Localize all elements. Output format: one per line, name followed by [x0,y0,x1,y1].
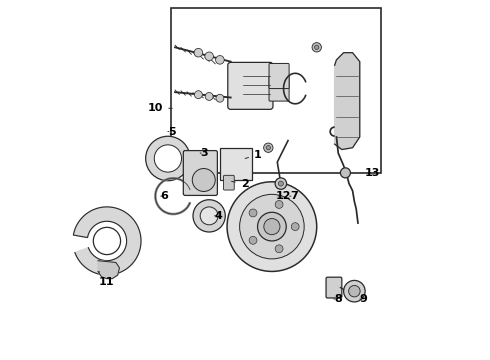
Circle shape [258,212,286,241]
Circle shape [146,136,190,181]
Text: 12: 12 [275,191,291,201]
Circle shape [264,219,280,235]
Circle shape [312,42,321,52]
Text: 3: 3 [200,148,208,158]
Circle shape [193,200,225,232]
FancyBboxPatch shape [326,277,342,298]
Circle shape [275,178,287,189]
Circle shape [341,168,350,178]
FancyBboxPatch shape [269,76,289,101]
FancyBboxPatch shape [183,150,218,195]
Bar [220,148,252,180]
Circle shape [205,52,214,60]
Circle shape [249,237,257,244]
Bar [172,8,381,173]
Circle shape [278,181,283,186]
Text: 8: 8 [334,294,342,304]
FancyBboxPatch shape [269,63,289,89]
Circle shape [264,143,273,152]
Text: 11: 11 [99,271,115,287]
Circle shape [216,94,224,102]
Text: 4: 4 [215,211,222,221]
Circle shape [291,223,299,230]
FancyBboxPatch shape [228,62,273,109]
Text: 6: 6 [161,191,169,201]
Circle shape [93,227,121,255]
Circle shape [240,194,304,259]
Polygon shape [98,261,120,279]
Circle shape [154,145,181,172]
Circle shape [349,285,360,297]
Circle shape [275,201,283,208]
Text: 2: 2 [232,179,248,189]
Circle shape [200,207,218,225]
Circle shape [315,45,319,49]
Circle shape [249,209,257,217]
Circle shape [205,93,213,100]
Circle shape [343,280,365,302]
Text: 7: 7 [290,191,297,201]
Circle shape [275,245,283,253]
Polygon shape [74,207,141,275]
Polygon shape [335,53,360,149]
FancyBboxPatch shape [223,175,234,190]
Circle shape [194,48,203,57]
Circle shape [227,182,317,271]
Circle shape [216,55,224,64]
Text: 10: 10 [148,103,172,113]
Text: 5: 5 [168,127,175,136]
Circle shape [195,91,202,99]
Text: 9: 9 [360,294,368,304]
Text: 1: 1 [245,150,262,160]
Circle shape [192,168,215,192]
Text: 13: 13 [365,168,381,178]
Circle shape [266,145,270,150]
